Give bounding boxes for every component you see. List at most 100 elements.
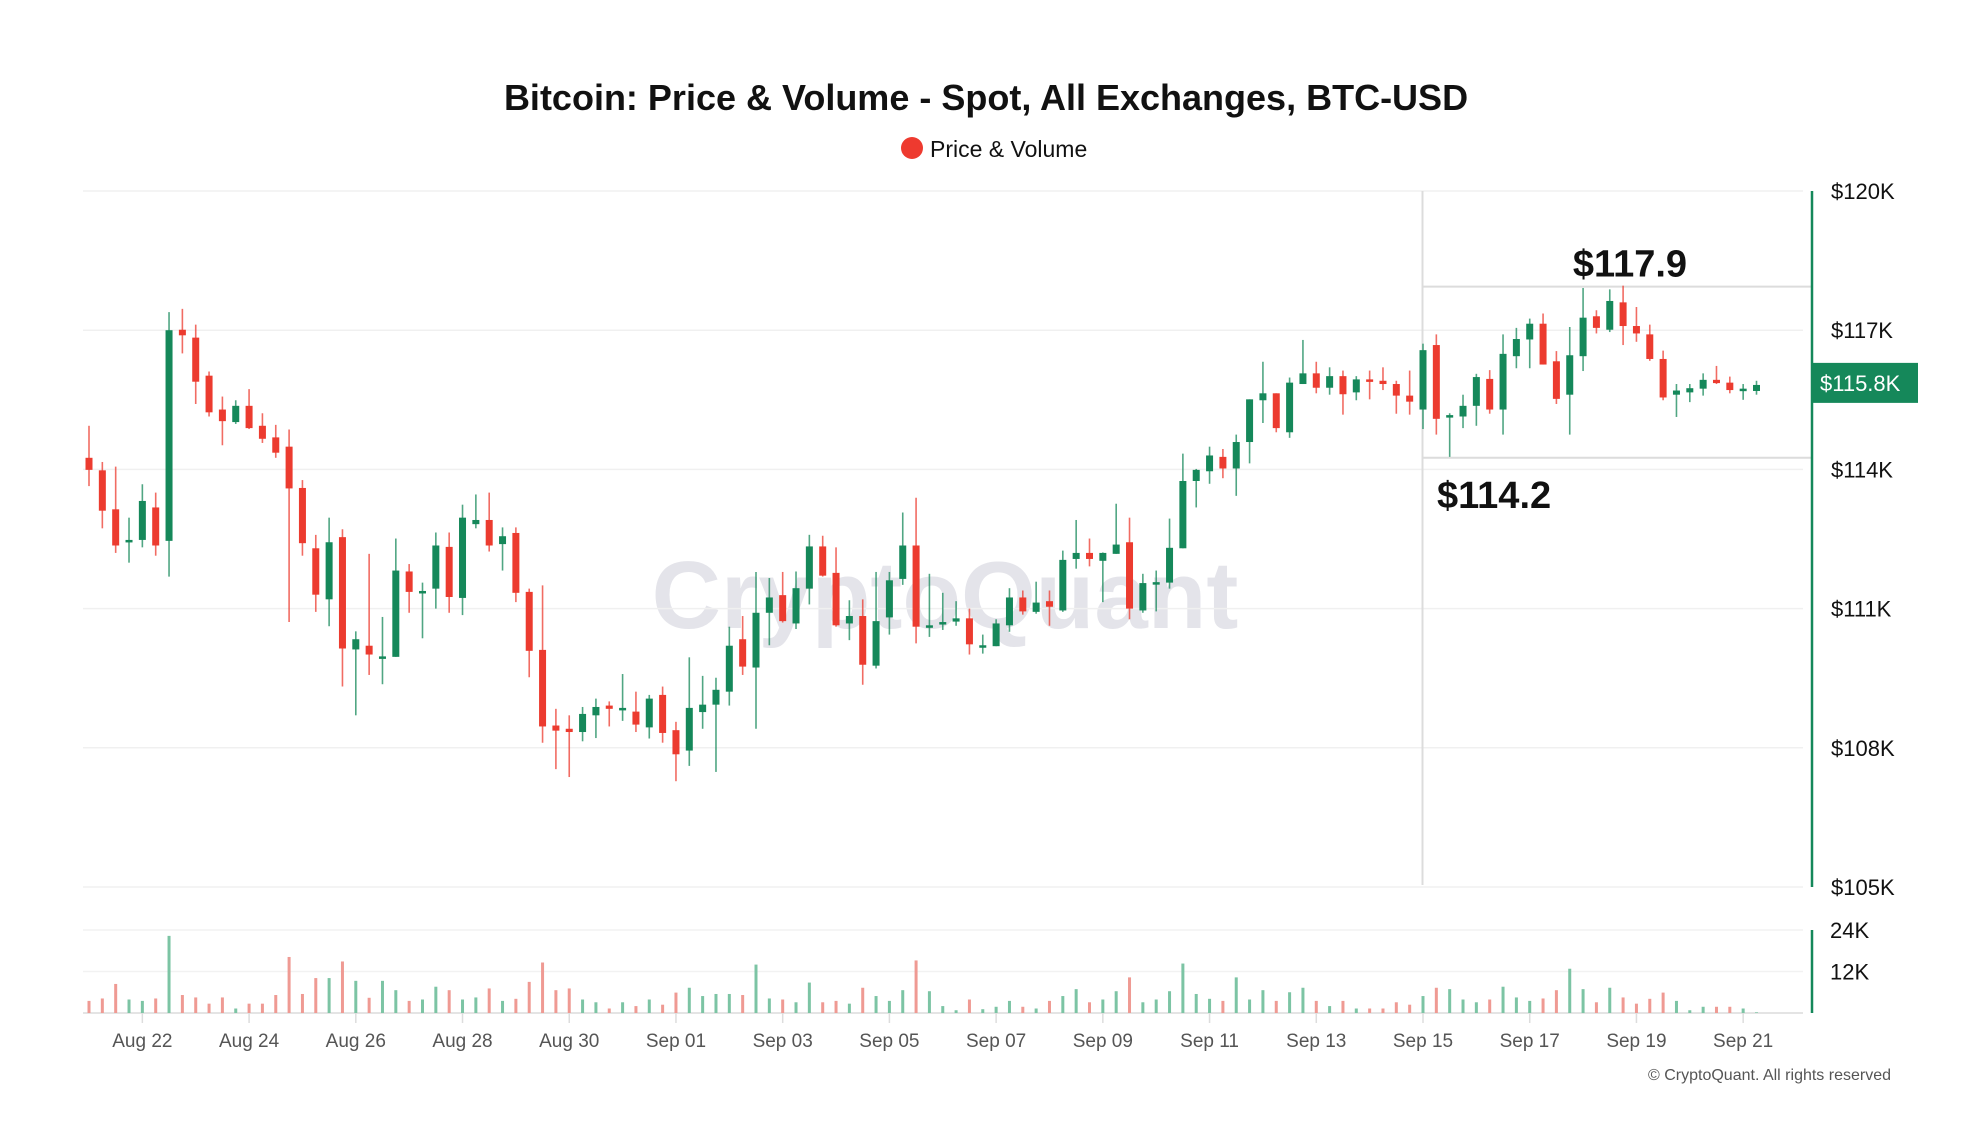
volume-bar bbox=[794, 1002, 798, 1013]
candle bbox=[832, 547, 840, 627]
volume-bar bbox=[781, 999, 785, 1013]
volume-bar bbox=[260, 1003, 264, 1013]
candle bbox=[699, 675, 707, 729]
volume-bar bbox=[394, 990, 398, 1013]
volume-bar bbox=[821, 1002, 825, 1013]
candle bbox=[445, 532, 453, 613]
candle-body bbox=[165, 330, 173, 541]
volume-bar bbox=[1341, 1000, 1345, 1013]
candle-body bbox=[512, 532, 520, 593]
candle bbox=[1486, 370, 1494, 414]
candle-body bbox=[992, 623, 1000, 647]
candle bbox=[245, 389, 253, 430]
volume-bar bbox=[1007, 1000, 1011, 1013]
candle-body bbox=[525, 591, 533, 651]
candle-body bbox=[1166, 547, 1174, 583]
volume-bar bbox=[1408, 1004, 1412, 1013]
volume-bar bbox=[767, 998, 771, 1013]
volume-bar bbox=[621, 1002, 625, 1013]
candle-body bbox=[1099, 552, 1107, 561]
volume-bar bbox=[1168, 991, 1172, 1013]
date-tick-label: Aug 24 bbox=[219, 1031, 280, 1052]
candle bbox=[619, 674, 627, 721]
candle-body bbox=[298, 487, 306, 544]
candle-body bbox=[1579, 317, 1587, 357]
candle bbox=[499, 527, 507, 571]
candle bbox=[739, 616, 747, 675]
annotations: $117.9 $114.2 bbox=[1437, 244, 1687, 517]
volume-bar bbox=[727, 993, 731, 1013]
candle bbox=[1392, 380, 1400, 414]
candle bbox=[1472, 373, 1480, 426]
candle-body bbox=[965, 618, 973, 645]
candle-body bbox=[1486, 378, 1494, 410]
chart-title: Bitcoin: Price & Volume - Spot, All Exch… bbox=[504, 77, 1468, 118]
candle-body bbox=[792, 588, 800, 624]
candle-body bbox=[939, 622, 947, 625]
candle bbox=[552, 708, 560, 770]
volume-bar bbox=[581, 999, 585, 1013]
candle bbox=[1432, 334, 1440, 435]
candle-body bbox=[272, 437, 280, 453]
candle-body bbox=[912, 545, 920, 627]
candle-body bbox=[125, 539, 133, 543]
date-tick-label: Aug 30 bbox=[539, 1031, 599, 1052]
candle-body bbox=[1539, 323, 1547, 365]
candle-body bbox=[645, 698, 653, 728]
candle bbox=[1086, 538, 1093, 567]
volume-bar bbox=[180, 995, 184, 1013]
volume-bar bbox=[1755, 1012, 1758, 1013]
candle-body bbox=[285, 446, 293, 489]
candle-body bbox=[672, 730, 680, 755]
volume-bar bbox=[807, 982, 811, 1013]
volume-bar bbox=[340, 961, 344, 1013]
price-axis: $120K $117K $114K $111K $108K $105K bbox=[1810, 179, 1895, 900]
annotation-high-label: $117.9 bbox=[1573, 244, 1687, 286]
candle-body bbox=[699, 704, 707, 713]
volume-bar bbox=[1581, 989, 1585, 1013]
date-tick-label: Sep 15 bbox=[1393, 1031, 1453, 1052]
candle bbox=[672, 721, 680, 782]
candle bbox=[579, 706, 587, 742]
date-tick-label: Sep 13 bbox=[1286, 1031, 1346, 1052]
candle bbox=[1286, 377, 1294, 438]
candle bbox=[845, 600, 853, 641]
volume-bar bbox=[114, 983, 118, 1013]
volume-bar bbox=[1114, 991, 1118, 1013]
candle-body bbox=[365, 645, 373, 655]
volume-bar bbox=[1701, 1006, 1705, 1013]
candle-body bbox=[1259, 393, 1267, 401]
date-tick-label: Aug 28 bbox=[432, 1031, 492, 1052]
volume-bar bbox=[1674, 1000, 1678, 1013]
candle-body bbox=[1366, 379, 1374, 382]
candle bbox=[792, 571, 800, 630]
candle bbox=[1499, 334, 1507, 435]
volume-bar bbox=[367, 997, 371, 1013]
candle bbox=[645, 694, 653, 739]
candle-body bbox=[485, 519, 493, 546]
candle-body bbox=[885, 580, 893, 618]
volume-bar bbox=[1594, 1002, 1598, 1013]
volume-bar bbox=[554, 990, 558, 1013]
candle bbox=[805, 534, 813, 605]
candle-body bbox=[1432, 345, 1440, 419]
candle bbox=[419, 582, 426, 639]
candle-body bbox=[499, 536, 507, 545]
candle-body bbox=[1712, 379, 1720, 384]
volume-bar bbox=[527, 981, 531, 1013]
candle bbox=[872, 571, 880, 669]
volume-axis: 24K 12K bbox=[1810, 918, 1869, 1013]
volume-bar bbox=[634, 1006, 638, 1013]
legend[interactable]: Price & Volume bbox=[901, 136, 1087, 162]
candle bbox=[912, 497, 920, 644]
candle-body bbox=[258, 425, 266, 439]
candle bbox=[952, 601, 960, 626]
candle bbox=[192, 324, 200, 404]
candle-body bbox=[459, 517, 467, 598]
candle bbox=[1179, 453, 1187, 549]
price-tick-label: $111K bbox=[1831, 597, 1892, 622]
candle-body bbox=[392, 570, 400, 657]
volume-bar bbox=[1448, 989, 1452, 1013]
volume-bar bbox=[541, 962, 545, 1013]
volume-bar bbox=[941, 1006, 945, 1013]
